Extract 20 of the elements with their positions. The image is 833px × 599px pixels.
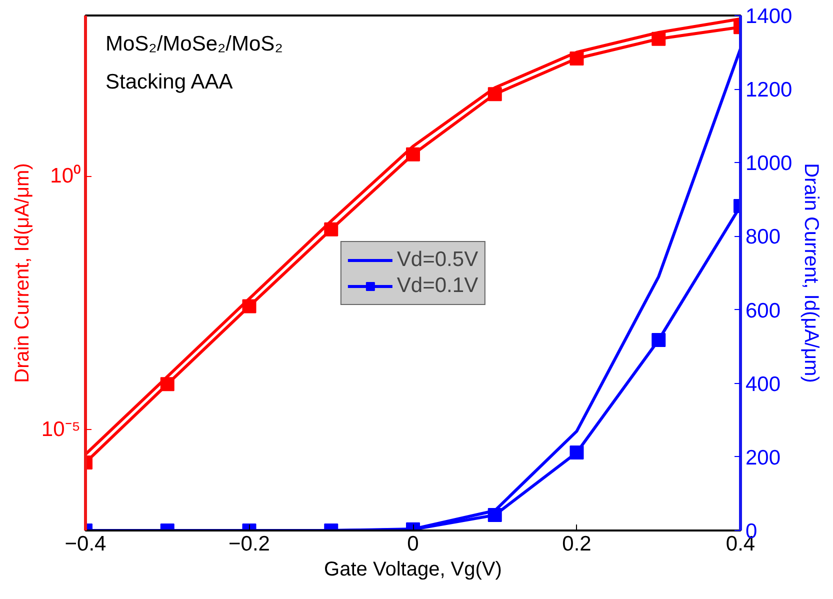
y2-axis-title: Drain Current, Id(μA/μm) xyxy=(800,163,822,383)
x-tick-label: 0.2 xyxy=(562,532,592,556)
x-tick-label: −0.4 xyxy=(64,532,107,556)
x-tick-label: 0 xyxy=(407,532,419,556)
y2-tick-label: 200 xyxy=(746,446,781,470)
y-tick-label: 10⁰ xyxy=(50,164,80,188)
y2-tick-label: 1400 xyxy=(746,5,792,28)
x-tick-label: −0.2 xyxy=(228,532,270,556)
legend-label: Vd=0.5V xyxy=(396,248,478,272)
legend-label: Vd=0.1V xyxy=(396,274,478,298)
y-tick-label: 10⁻⁵ xyxy=(41,418,81,441)
annotation: MoS₂/MoSe₂/MoS₂ xyxy=(106,32,283,56)
y2-tick-label: 600 xyxy=(746,299,781,322)
x-axis-title: Gate Voltage, Vg(V) xyxy=(324,558,502,580)
y2-tick-label: 1000 xyxy=(746,152,792,176)
y2-tick-label: 800 xyxy=(746,226,781,249)
annotation: Stacking AAA xyxy=(106,70,233,94)
y2-tick-label: 1200 xyxy=(746,78,792,102)
y2-tick-label: 400 xyxy=(746,372,781,396)
y-axis-title: Drain Current, Id(μA/μm) xyxy=(11,163,34,383)
